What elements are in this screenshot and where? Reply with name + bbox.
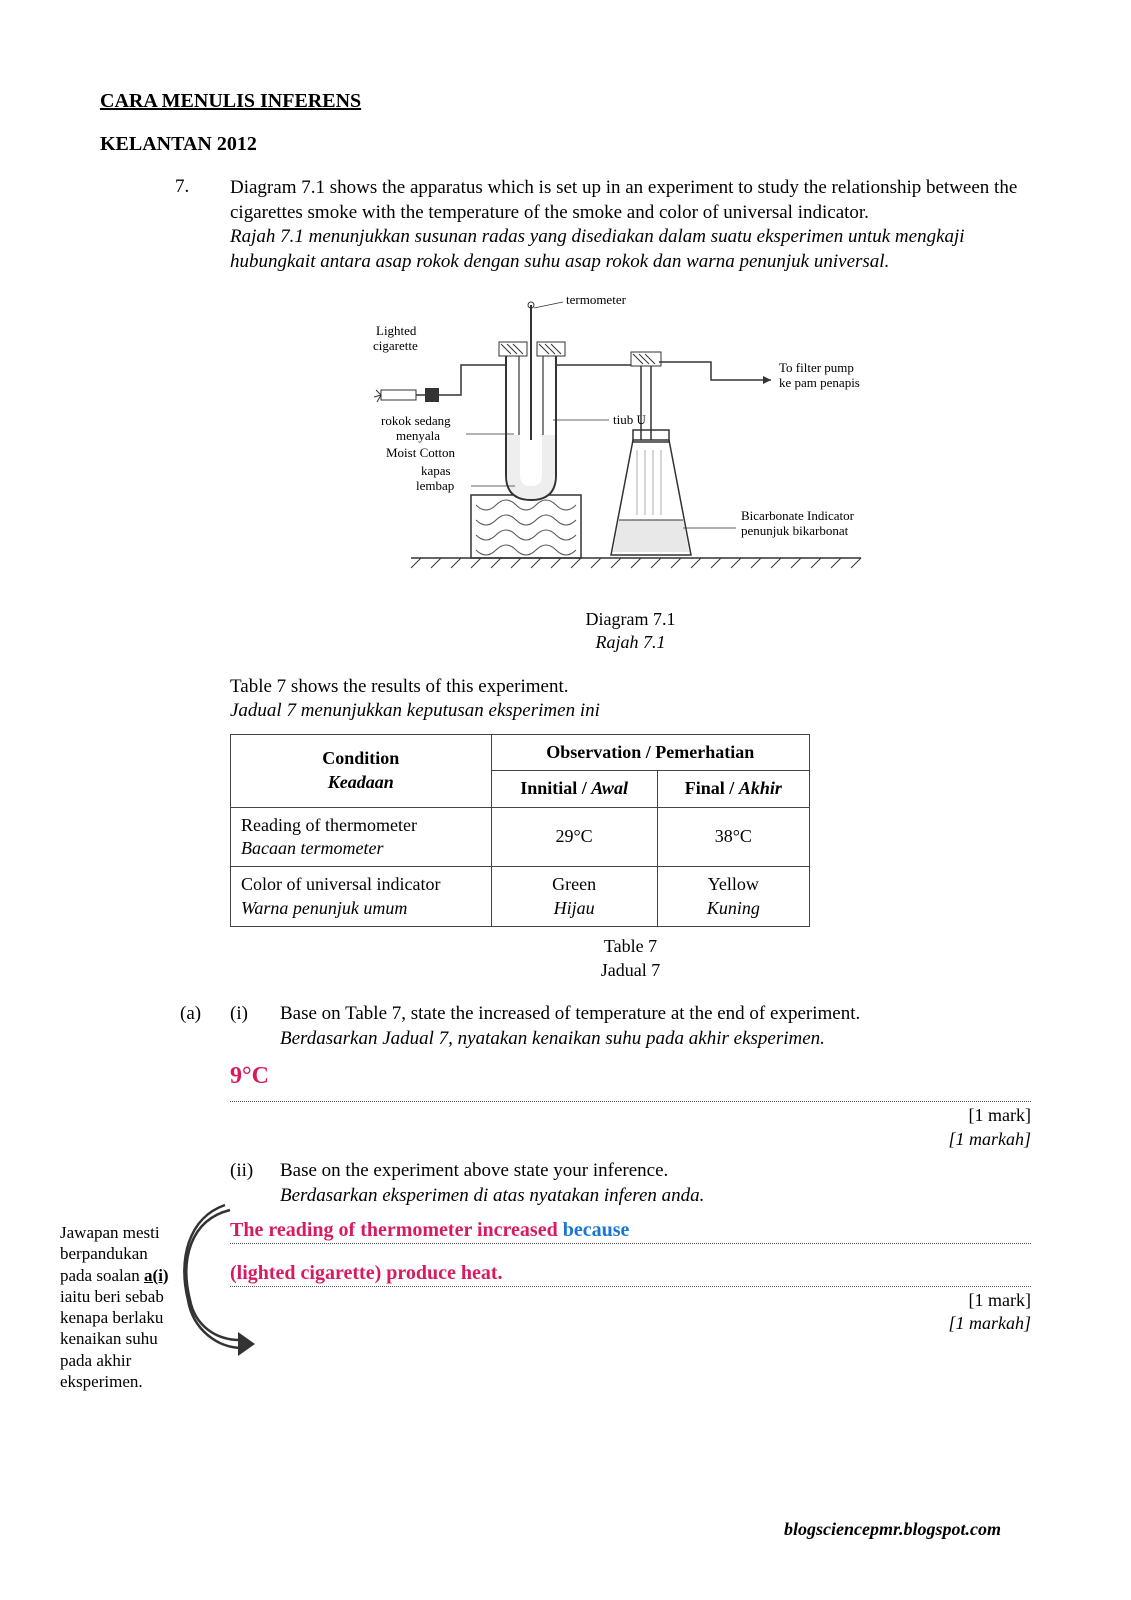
row2-cond-en: Color of universal indicator [241, 874, 440, 894]
label-tiub-u: tiub U [613, 412, 646, 427]
curved-arrow-icon [170, 1200, 260, 1360]
sidenote-l7: pada akhir [60, 1351, 131, 1370]
sidenote-l3a: pada soalan [60, 1266, 144, 1285]
part-ii-my: Berdasarkan eksperimen di atas nyatakan … [280, 1185, 704, 1206]
sidenote-l1: Jawapan mesti [60, 1223, 160, 1242]
part-i-en: Base on Table 7, state the increased of … [280, 1003, 860, 1024]
footer-credit: blogsciencepmr.blogspot.com [784, 1519, 1001, 1540]
mark-my-1: [1 markah] [948, 1129, 1031, 1149]
part-ii-label: (ii) [230, 1159, 253, 1184]
label-kapas-2: lembap [416, 478, 454, 493]
th-condition-en: Condition [322, 748, 399, 768]
sidenote-l4: iaitu beri sebab [60, 1287, 164, 1306]
label-bicarb-en: Bicarbonate Indicator [741, 508, 855, 523]
row1-cond-my: Bacaan termometer [241, 838, 383, 858]
diagram-caption-en: Diagram 7.1 [586, 609, 676, 629]
answer-i: 9°C [230, 1063, 269, 1089]
label-kapas-1: kapas [421, 463, 451, 478]
answer-line-i: 9°C [230, 1073, 1031, 1102]
th-condition-my: Keadaan [328, 772, 394, 792]
th-final-my: Akhir [739, 778, 782, 798]
label-moist-cotton: Moist Cotton [386, 445, 455, 460]
mark-my-2: [1 markah] [948, 1313, 1031, 1333]
table-intro-my: Jadual 7 menunjukkan keputusan eksperime… [230, 699, 1031, 724]
part-i-my: Berdasarkan Jadual 7, nyatakan kenaikan … [280, 1028, 825, 1049]
part-a-label: (a) [180, 1002, 201, 1027]
row1-final: 38°C [657, 807, 809, 867]
page-title: CARA MENULIS INFERENS [100, 90, 1031, 113]
answer-line-ii-1: The reading of thermometer increased bec… [230, 1215, 1031, 1244]
part-i-label: (i) [230, 1002, 248, 1027]
label-lighted-2: cigarette [373, 338, 418, 353]
th-initial-my: Awal [591, 778, 628, 798]
row2-cond-my: Warna penunjuk umum [241, 898, 407, 918]
mark-en-2: [1 mark] [969, 1290, 1031, 1310]
table-intro-en: Table 7 shows the results of this experi… [230, 675, 1031, 700]
part-ii-en: Base on the experiment above state your … [280, 1160, 668, 1181]
th-initial: Innitial / [520, 778, 591, 798]
row1-initial: 29°C [491, 807, 657, 867]
answer-ii-part1: The reading of thermometer increased [230, 1219, 563, 1241]
label-termometer: termometer [566, 292, 627, 307]
th-observation: Observation / Pemerhatian [491, 734, 809, 770]
label-ke-pam: ke pam penapis [779, 375, 860, 390]
table-row: Color of universal indicator Warna penun… [231, 867, 810, 927]
table-caption-en: Table 7 [604, 936, 657, 956]
page-subtitle: KELANTAN 2012 [100, 133, 1031, 156]
answer-ii-because: because [563, 1219, 630, 1241]
answer-line-ii-2: (lighted cigarette) produce heat. [230, 1258, 1031, 1287]
question-text-my: Rajah 7.1 menunjukkan susunan radas yang… [230, 225, 1031, 274]
label-rokok-1: rokok sedang [381, 413, 451, 428]
th-final: Final / [685, 778, 739, 798]
label-bicarb-my: penunjuk bikarbonat [741, 523, 849, 538]
sidenote-l3b: a(i) [144, 1266, 169, 1285]
table-caption-my: Jadual 7 [601, 960, 660, 980]
row2-final-en: Yellow [708, 874, 759, 894]
answer-ii-part2: (lighted cigarette) produce heat. [230, 1262, 503, 1284]
mark-en-1: [1 mark] [969, 1105, 1031, 1125]
row2-initial-en: Green [552, 874, 596, 894]
row1-cond-en: Reading of thermometer [241, 815, 417, 835]
row2-initial-my: Hijau [554, 898, 595, 918]
question-text-en: Diagram 7.1 shows the apparatus which is… [230, 176, 1031, 225]
diagram-caption-my: Rajah 7.1 [596, 632, 666, 652]
diagram-7-1: termometer Lighted cigarette rokok sedan… [341, 290, 921, 600]
row2-final-my: Kuning [707, 898, 760, 918]
question-number: 7. [175, 176, 189, 198]
label-rokok-2: menyala [396, 428, 440, 443]
table-row: Reading of thermometer Bacaan termometer… [231, 807, 810, 867]
sidenote-l2: berpandukan [60, 1244, 148, 1263]
results-table: Condition Keadaan Observation / Pemerhat… [230, 734, 810, 927]
label-to-filter: To filter pump [779, 360, 854, 375]
sidenote-l8: eksperimen. [60, 1372, 143, 1391]
sidenote-l5: kenapa berlaku [60, 1308, 163, 1327]
label-lighted-1: Lighted [376, 323, 417, 338]
sidenote-l6: kenaikan suhu [60, 1329, 158, 1348]
